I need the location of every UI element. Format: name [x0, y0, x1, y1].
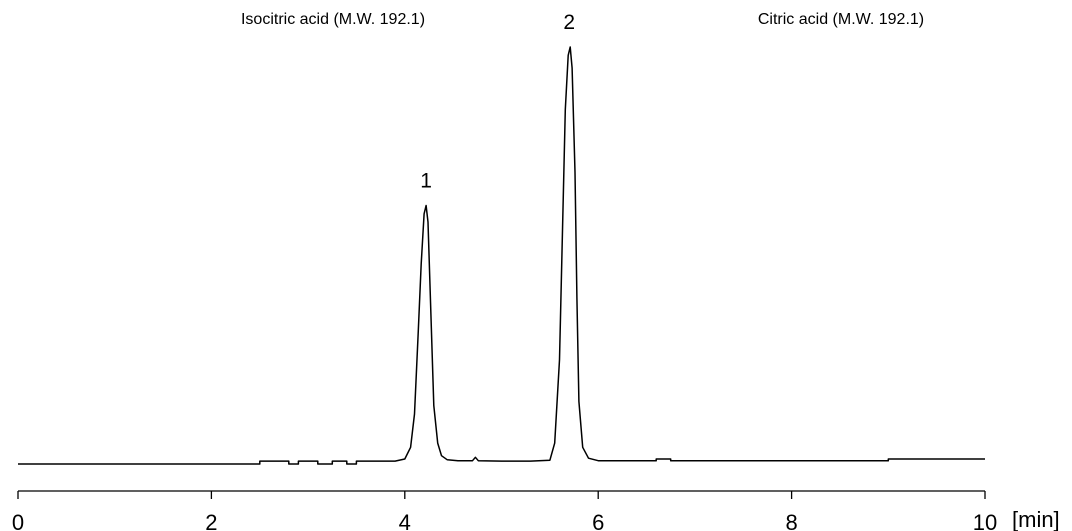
compound-name-2: Citric acid (M.W. 192.1)	[758, 11, 924, 28]
peak-number-2: 2	[563, 11, 575, 34]
x-tick-label: 2	[205, 510, 217, 531]
x-tick-label: 6	[592, 510, 604, 531]
peak-labels: 1 Isocitric acid (M.W. 192.1) 2 Citric acid…	[241, 11, 924, 192]
chromatogram-trace	[18, 46, 985, 465]
x-tick-label: 10	[973, 510, 997, 531]
x-axis-unit-label: [min]	[1012, 507, 1060, 531]
x-axis: 0 2 4 6 8 10 [min]	[12, 490, 1060, 531]
compound-name-1: Isocitric acid (M.W. 192.1)	[241, 11, 425, 28]
peak-number-1: 1	[420, 169, 432, 192]
chromatogram-trace-layer	[18, 46, 985, 465]
x-tick-label: 0	[12, 510, 24, 531]
x-tick-label: 8	[785, 510, 797, 531]
x-tick-label: 4	[399, 510, 411, 531]
